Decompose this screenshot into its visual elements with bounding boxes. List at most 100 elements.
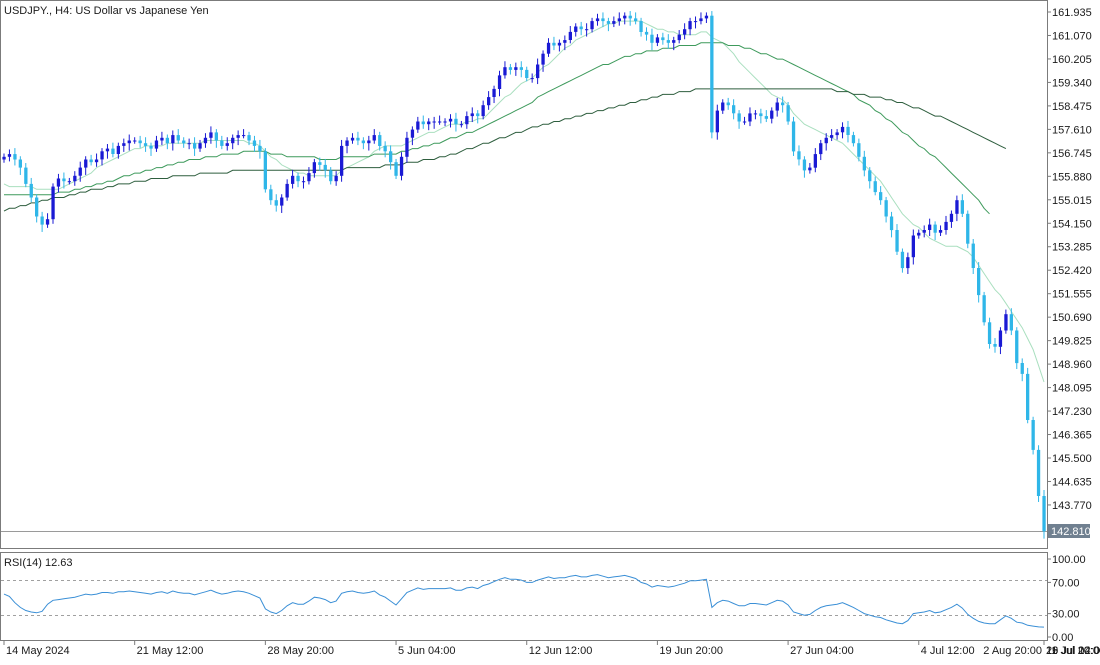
price-tick-label: 159.340 <box>1052 77 1092 89</box>
price-tick-label: 145.500 <box>1052 453 1092 465</box>
candle-bull <box>1004 314 1008 331</box>
candle-bear <box>579 26 583 30</box>
candle-bear <box>982 295 986 323</box>
candle-bear <box>165 137 169 144</box>
time-tick-label: 27 Jun 04:00 <box>790 645 854 657</box>
candle-bull <box>753 113 758 115</box>
candle-bear <box>24 167 28 184</box>
candle-bear <box>851 135 856 144</box>
time-tick-label: 5 Jun 04:00 <box>398 645 456 657</box>
candle-bull <box>160 137 164 141</box>
candle-bull <box>704 15 709 19</box>
candle-bear <box>525 69 529 78</box>
candle-bear <box>661 37 665 41</box>
candle-bear <box>1015 330 1019 364</box>
candle-bear <box>786 105 790 122</box>
candle-bear <box>993 344 997 347</box>
price-axis: 161.935 161.070 160.205 159.340 158.475 157.6… <box>1047 7 1092 512</box>
candle-bull <box>917 232 921 236</box>
candle-bear <box>764 116 768 119</box>
candle-bull <box>427 121 431 125</box>
candle-bull <box>775 102 779 111</box>
candle-bear <box>889 216 894 231</box>
candle-bear <box>987 322 992 344</box>
rsi-label: RSI(14) 12.63 <box>4 557 72 569</box>
candle-bear <box>247 135 251 141</box>
candle-bear <box>29 183 33 198</box>
candle-bull <box>557 42 562 46</box>
candle-bull <box>45 219 50 225</box>
candle-bull <box>514 67 518 70</box>
candle-bear <box>258 145 262 152</box>
price-tick-label: 160.205 <box>1052 54 1092 66</box>
candle-bear <box>383 145 387 152</box>
candle-bear <box>329 170 333 182</box>
chart-title: USDJPY., H4: US Dollar vs Japanese Yen <box>4 5 209 17</box>
candle-bull <box>203 137 208 144</box>
time-tick-label: 12 Jun 12:00 <box>529 645 593 657</box>
candle-bull <box>443 121 447 123</box>
price-tick-label: 153.285 <box>1052 242 1092 254</box>
candle-bull <box>73 175 77 182</box>
time-tick-label: 21 May 12:00 <box>137 645 204 657</box>
price-tick-label: 143.770 <box>1052 500 1092 512</box>
candle-bull <box>481 105 485 117</box>
candle-bull <box>285 183 289 198</box>
candle-bull <box>236 135 240 138</box>
candle-bear <box>476 113 480 117</box>
ma-mid-line <box>4 42 990 215</box>
candle-bull <box>432 121 436 123</box>
candle-bear <box>797 151 801 160</box>
time-tick-label: 19 Jul 04:00 <box>1046 645 1100 657</box>
candle-bull <box>470 113 474 117</box>
candle-bull <box>677 34 681 41</box>
candle-bull <box>830 135 834 138</box>
price-tick-label: 144.635 <box>1052 476 1092 488</box>
candle-bull <box>187 143 191 145</box>
candle-bear <box>138 140 142 144</box>
price-tick-label: 155.880 <box>1052 171 1092 183</box>
candle-bear <box>857 143 861 157</box>
time-tick-label: 19 Jun 20:00 <box>659 645 723 657</box>
candle-bull <box>100 151 104 160</box>
candle-bear <box>884 200 888 217</box>
candle-bull <box>536 64 540 79</box>
candle-bull <box>405 137 409 157</box>
candle-bear <box>389 151 393 163</box>
candle-bull <box>955 200 959 214</box>
rsi-series <box>3 574 1045 628</box>
candle-bear <box>193 143 197 149</box>
candle-bear <box>252 140 257 146</box>
candle-bull <box>699 18 703 22</box>
candle-bull <box>84 159 88 168</box>
candle-bear <box>269 189 273 201</box>
rsi-tick-label: 30.00 <box>1052 609 1080 621</box>
candle-bull <box>116 145 120 154</box>
candle-bull <box>612 21 616 24</box>
price-tick-label: 146.365 <box>1052 430 1092 442</box>
candle-bull <box>231 137 235 144</box>
price-tick-label: 149.825 <box>1052 336 1092 348</box>
candle-bear <box>971 243 975 268</box>
candle-bull <box>530 78 534 80</box>
candle-bear <box>356 137 360 141</box>
candle-bull <box>171 135 175 144</box>
candle-bull <box>672 40 676 43</box>
candle-bear <box>873 181 877 193</box>
time-tick-label: 14 May 2024 <box>6 645 70 657</box>
candle-bull <box>546 42 551 54</box>
candle-bear <box>879 192 883 201</box>
rsi-tick-label: 0.00 <box>1052 632 1073 644</box>
candle-bull <box>693 21 698 23</box>
candle-bear <box>89 159 93 163</box>
candle-bear <box>966 213 970 244</box>
candle-bull <box>928 224 932 230</box>
candle-bear <box>601 18 605 22</box>
candle-bull <box>824 137 828 144</box>
candle-bull <box>623 15 627 19</box>
candle-bull <box>938 230 943 233</box>
candle-bull <box>770 110 774 119</box>
candle-bull <box>944 221 948 230</box>
candle-bear <box>378 135 382 146</box>
